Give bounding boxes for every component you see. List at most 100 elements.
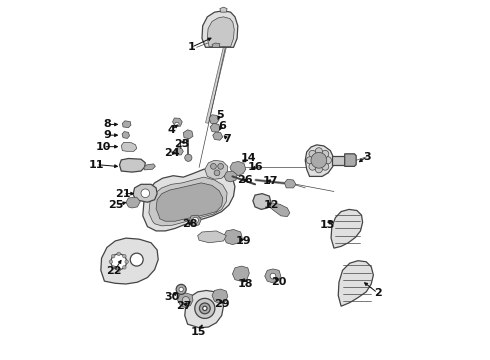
- Circle shape: [117, 268, 121, 271]
- Circle shape: [117, 252, 121, 256]
- Polygon shape: [220, 7, 227, 12]
- Circle shape: [175, 122, 179, 127]
- Text: 11: 11: [88, 159, 104, 170]
- Polygon shape: [172, 118, 182, 126]
- Polygon shape: [101, 238, 158, 284]
- Circle shape: [179, 287, 183, 292]
- Circle shape: [109, 260, 113, 264]
- Circle shape: [218, 163, 223, 169]
- Polygon shape: [338, 261, 373, 306]
- Circle shape: [211, 163, 216, 169]
- Polygon shape: [197, 231, 226, 243]
- Polygon shape: [213, 132, 223, 140]
- Text: 13: 13: [320, 220, 335, 230]
- Text: 2: 2: [374, 288, 382, 298]
- Text: 19: 19: [235, 236, 251, 246]
- Polygon shape: [285, 179, 296, 188]
- Circle shape: [193, 217, 198, 223]
- Polygon shape: [122, 132, 129, 138]
- Polygon shape: [265, 269, 281, 283]
- Circle shape: [141, 189, 149, 198]
- Circle shape: [111, 254, 126, 270]
- Circle shape: [130, 253, 143, 266]
- Polygon shape: [144, 164, 155, 170]
- Text: 30: 30: [164, 292, 179, 302]
- Polygon shape: [149, 177, 227, 226]
- Text: 5: 5: [216, 111, 224, 121]
- Polygon shape: [305, 145, 334, 176]
- Circle shape: [309, 163, 316, 170]
- Polygon shape: [224, 171, 237, 182]
- Polygon shape: [230, 161, 245, 176]
- Circle shape: [182, 297, 190, 304]
- Text: 14: 14: [241, 153, 256, 163]
- Circle shape: [306, 157, 314, 164]
- Polygon shape: [120, 158, 146, 172]
- Polygon shape: [177, 293, 193, 307]
- Circle shape: [195, 298, 215, 319]
- Polygon shape: [143, 168, 235, 231]
- Circle shape: [315, 148, 322, 155]
- Polygon shape: [205, 46, 226, 123]
- Polygon shape: [122, 121, 131, 128]
- Polygon shape: [175, 148, 183, 155]
- Polygon shape: [223, 229, 242, 244]
- Polygon shape: [209, 115, 219, 124]
- Text: 10: 10: [96, 141, 111, 152]
- Text: 1: 1: [187, 42, 195, 52]
- Circle shape: [214, 170, 220, 176]
- Circle shape: [315, 166, 322, 173]
- Circle shape: [309, 150, 316, 158]
- Polygon shape: [331, 210, 363, 248]
- Text: 24: 24: [164, 148, 179, 158]
- Polygon shape: [183, 130, 193, 139]
- Polygon shape: [190, 215, 201, 226]
- Circle shape: [324, 157, 331, 164]
- Text: 9: 9: [103, 130, 111, 140]
- Polygon shape: [205, 160, 228, 179]
- Polygon shape: [202, 11, 238, 47]
- Circle shape: [111, 255, 115, 258]
- Polygon shape: [122, 142, 137, 151]
- Polygon shape: [212, 43, 220, 47]
- Text: 27: 27: [176, 301, 192, 311]
- Circle shape: [270, 273, 276, 279]
- Text: 8: 8: [103, 120, 111, 129]
- Text: 18: 18: [237, 279, 253, 289]
- Circle shape: [111, 266, 115, 269]
- Text: 20: 20: [271, 277, 287, 287]
- Text: 4: 4: [168, 125, 175, 135]
- Text: 25: 25: [108, 200, 123, 210]
- Circle shape: [122, 266, 126, 269]
- Circle shape: [321, 163, 329, 170]
- Text: 15: 15: [191, 327, 206, 337]
- Text: 29: 29: [214, 299, 229, 309]
- Circle shape: [185, 154, 192, 161]
- Polygon shape: [156, 183, 223, 221]
- Polygon shape: [133, 184, 157, 202]
- Text: 26: 26: [237, 175, 253, 185]
- Polygon shape: [207, 17, 234, 46]
- Polygon shape: [253, 194, 271, 210]
- Text: 12: 12: [264, 200, 280, 210]
- Text: 17: 17: [262, 176, 278, 186]
- Text: 6: 6: [218, 121, 225, 131]
- Text: 21: 21: [115, 189, 131, 199]
- Text: 23: 23: [174, 139, 190, 149]
- Circle shape: [176, 284, 186, 294]
- Circle shape: [321, 150, 329, 158]
- Circle shape: [311, 152, 327, 168]
- Text: 3: 3: [363, 152, 371, 162]
- Polygon shape: [210, 123, 221, 132]
- Text: 22: 22: [106, 266, 122, 276]
- Circle shape: [199, 303, 210, 314]
- Text: 28: 28: [182, 219, 197, 229]
- Polygon shape: [185, 291, 223, 328]
- Text: 7: 7: [223, 134, 231, 144]
- Polygon shape: [267, 202, 290, 217]
- Polygon shape: [212, 289, 228, 303]
- Polygon shape: [332, 156, 345, 165]
- Circle shape: [203, 306, 207, 311]
- Polygon shape: [126, 197, 140, 208]
- Text: 16: 16: [248, 162, 264, 172]
